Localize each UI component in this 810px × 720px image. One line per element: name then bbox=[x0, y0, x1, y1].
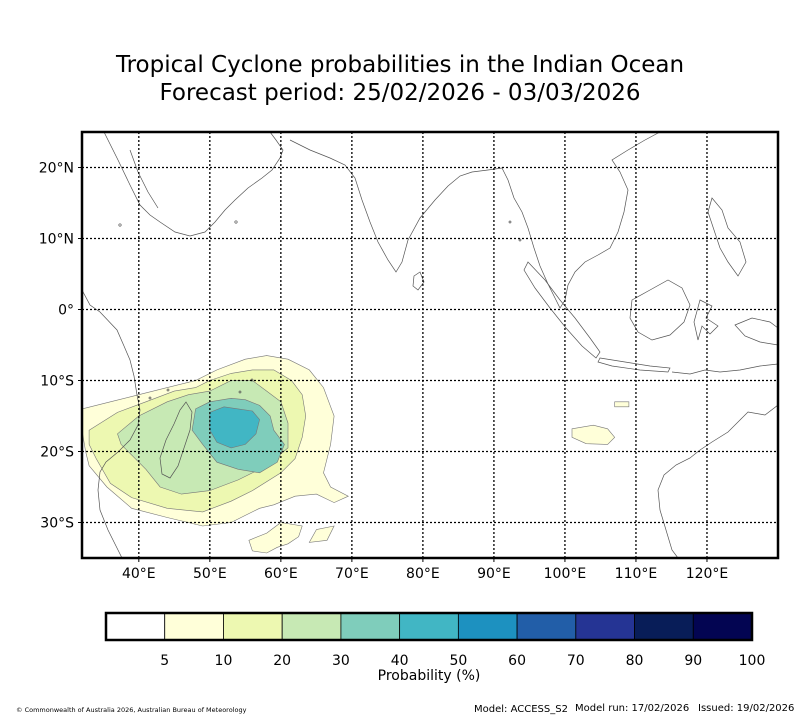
probability-region-5pct-1 bbox=[248, 522, 303, 554]
coastline-australia bbox=[657, 404, 778, 558]
colorbar-tick-70: 70 bbox=[567, 653, 585, 669]
coastline-africa bbox=[82, 289, 141, 558]
probability-region-5pct-2 bbox=[308, 525, 335, 543]
coastline-new-guinea bbox=[734, 317, 778, 346]
coastline-india bbox=[289, 139, 503, 273]
copyright-notice: © Commonwealth of Australia 2026, Austra… bbox=[16, 706, 247, 714]
coastline-java bbox=[597, 357, 671, 373]
colorbar-tick-10: 10 bbox=[215, 653, 233, 669]
coastline-madagascar bbox=[159, 401, 193, 479]
issued-date: Issued: 19/02/2026 bbox=[698, 703, 795, 714]
coastline-sri-lanka bbox=[412, 271, 425, 291]
lon-label-120: 120°E bbox=[686, 566, 729, 582]
lon-label-50: 50°E bbox=[193, 566, 227, 582]
lat-label-10: 10°N bbox=[39, 232, 74, 248]
chart-title-line-1: Tropical Cyclone probabilities in the In… bbox=[115, 52, 685, 78]
colorbar-tick-20: 20 bbox=[273, 653, 291, 669]
colorbar-frame bbox=[104, 611, 754, 642]
coastline-red-sea bbox=[129, 149, 159, 209]
probability-region-5pct-3 bbox=[571, 424, 616, 445]
lon-label-90: 90°E bbox=[477, 566, 511, 582]
coastline-sunda-islands bbox=[671, 363, 778, 375]
colorbar-tick-50: 50 bbox=[449, 653, 467, 669]
colorbar-bin-90-100 bbox=[692, 612, 753, 641]
colorbar-bin-70-80 bbox=[575, 612, 635, 641]
colorbar-tick-30: 30 bbox=[332, 653, 350, 669]
lat-label--20: 20°S bbox=[40, 445, 74, 461]
lon-label-60: 60°E bbox=[264, 566, 298, 582]
lon-label-100: 100°E bbox=[544, 566, 587, 582]
colorbar-tick-40: 40 bbox=[391, 653, 409, 669]
coastline-se-asia bbox=[501, 132, 661, 309]
coastline-sulawesi bbox=[693, 299, 719, 341]
colorbar-bin-10-20 bbox=[223, 612, 283, 641]
colorbar-bin-5-10 bbox=[164, 612, 224, 641]
coastline-sumatra bbox=[523, 261, 601, 359]
colorbar-bin-50-60 bbox=[457, 612, 518, 641]
colorbar-label: Probability (%) bbox=[378, 668, 481, 684]
colorbar-tick-80: 80 bbox=[626, 653, 644, 669]
probability-region-5pct-4 bbox=[614, 401, 630, 408]
lon-label-40: 40°E bbox=[122, 566, 156, 582]
lat-label--30: 30°S bbox=[40, 516, 74, 532]
colorbar-tick-5: 5 bbox=[160, 653, 169, 669]
colorbar-bin-0-5 bbox=[105, 612, 166, 641]
lon-label-110: 110°E bbox=[615, 566, 658, 582]
colorbar-tick-100: 100 bbox=[739, 653, 766, 669]
map-frame bbox=[80, 130, 780, 560]
chart-title-line-2: Forecast period: 25/02/2026 - 03/03/2026 bbox=[159, 80, 641, 106]
lat-label--10: 10°S bbox=[40, 374, 74, 390]
colorbar-tick-90: 90 bbox=[684, 653, 702, 669]
model-run-date: Model run: 17/02/2026 bbox=[575, 703, 690, 714]
colorbar-bin-20-30 bbox=[281, 612, 342, 641]
lon-label-70: 70°E bbox=[335, 566, 369, 582]
lat-label-0: 0° bbox=[58, 303, 74, 319]
probability-region-40pct-0 bbox=[209, 406, 260, 449]
colorbar-bin-80-90 bbox=[634, 612, 694, 641]
coastline-arabia bbox=[103, 132, 284, 237]
colorbar-bin-30-40 bbox=[340, 612, 401, 641]
colorbar-bin-60-70 bbox=[516, 612, 577, 641]
lat-label-20: 20°N bbox=[39, 161, 74, 177]
coastline-philippines bbox=[707, 197, 747, 277]
coastline-borneo bbox=[629, 279, 691, 341]
model-name: Model: ACCESS_S2 bbox=[474, 704, 568, 715]
colorbar-tick-60: 60 bbox=[508, 653, 526, 669]
colorbar-bin-40-50 bbox=[399, 612, 459, 641]
lon-label-80: 80°E bbox=[406, 566, 440, 582]
